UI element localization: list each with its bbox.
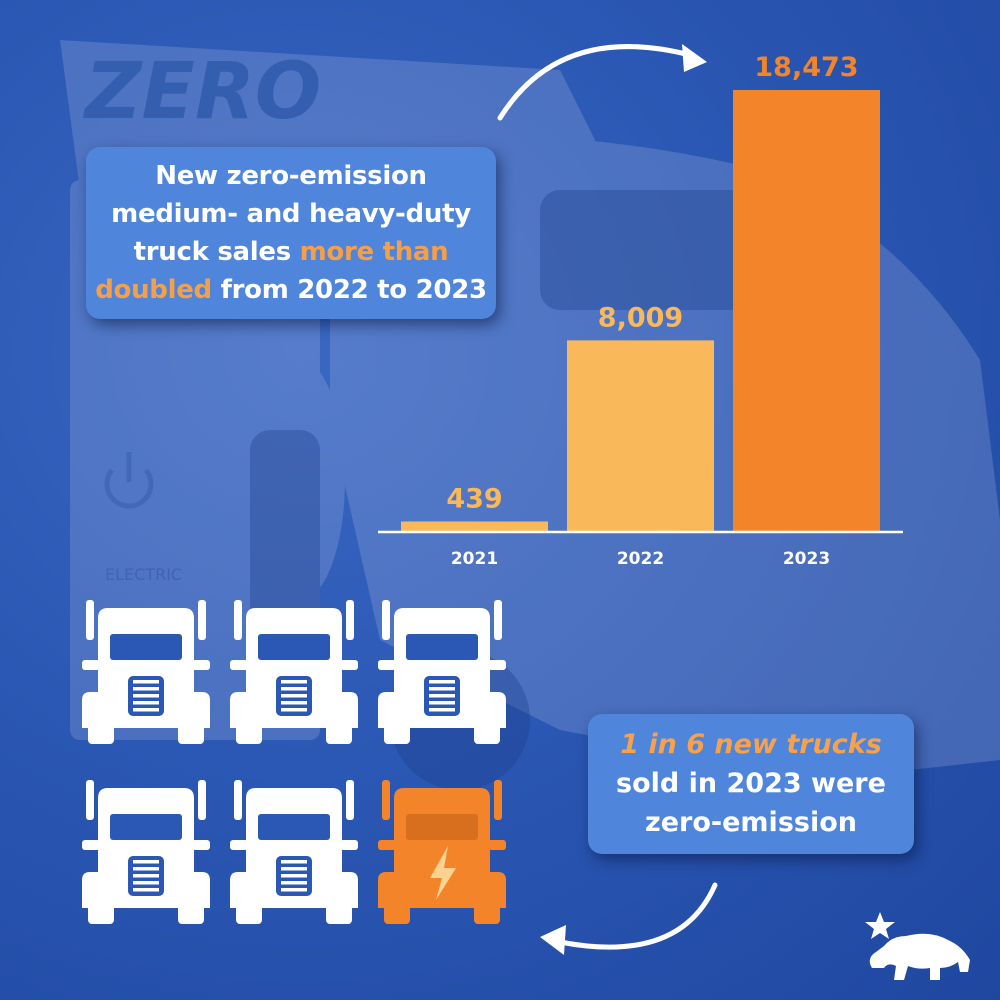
stat-line-3: zero-emission [645, 807, 857, 838]
grille-slat [133, 888, 159, 892]
bar-2022 [567, 340, 714, 532]
headline-line-2: medium- and heavy-duty [111, 199, 471, 229]
grille-slat [429, 687, 455, 691]
grille-slat [133, 867, 159, 871]
curved-arrow-bottom [557, 882, 718, 950]
grille-slat [281, 874, 307, 878]
truck-icon [378, 600, 506, 744]
grille-slat [429, 701, 455, 705]
truck-windshield [110, 814, 182, 840]
stat-callout: 1 in 6 new trucks sold in 2023 were zero… [588, 714, 914, 854]
truck-windshield [258, 634, 330, 660]
grille-slat [133, 881, 159, 885]
grille-slat [133, 708, 159, 712]
grille-slat [133, 701, 159, 705]
truck-windshield [110, 634, 182, 660]
curved-arrow-top [497, 44, 693, 121]
truck-icon [230, 780, 358, 924]
stat-highlight: 1 in 6 new trucks [620, 729, 882, 760]
grille-slat [281, 694, 307, 698]
background-zero-lettering: ZERO [82, 47, 321, 137]
grille-slat [133, 874, 159, 878]
grille-slat [281, 708, 307, 712]
headline-line-4: from 2022 to 2023 [211, 275, 487, 305]
grille-slat [281, 701, 307, 705]
headline-callout: New zero-emission medium- and heavy-duty… [86, 147, 496, 319]
grille-slat [133, 694, 159, 698]
bar-2023 [733, 90, 880, 532]
grille-slat [429, 708, 455, 712]
zero-emission-truck-icon [378, 780, 506, 924]
truck-icon [82, 780, 210, 924]
grille-slat [133, 680, 159, 684]
grille-slat [133, 860, 159, 864]
headline-line-3: truck sales [133, 237, 300, 267]
value-label-2023: 18,473 [754, 52, 858, 83]
grille-slat [133, 687, 159, 691]
grille-slat [429, 680, 455, 684]
truck-windshield [258, 814, 330, 840]
truck-windshield [406, 634, 478, 660]
grille-slat [429, 694, 455, 698]
grille-slat [281, 860, 307, 864]
stat-line-2: sold in 2023 were [616, 768, 886, 799]
value-label-2021: 439 [446, 483, 502, 514]
arrowhead-top-icon [682, 44, 707, 72]
grille-slat [281, 867, 307, 871]
arrowhead-bottom-icon [540, 925, 566, 955]
headline-highlight-2: doubled [95, 275, 212, 305]
truck-icon [82, 600, 210, 744]
headline-line-1: New zero-emission [155, 161, 427, 191]
grille-slat [281, 687, 307, 691]
category-label-2022: 2022 [617, 549, 664, 569]
truck-windshield [406, 814, 478, 840]
grille-slat [281, 888, 307, 892]
grille-slat [281, 680, 307, 684]
headline-highlight-1: more than [299, 237, 449, 267]
background-electric-lettering: ELECTRIC [105, 565, 182, 584]
category-label-2021: 2021 [451, 549, 498, 569]
truck-icon [230, 600, 358, 744]
background-power-icon [104, 452, 154, 509]
value-label-2022: 8,009 [598, 302, 683, 333]
lightning-bolt-icon [430, 846, 456, 900]
bar-2021 [401, 521, 548, 532]
grille-slat [281, 881, 307, 885]
category-label-2023: 2023 [783, 549, 830, 569]
